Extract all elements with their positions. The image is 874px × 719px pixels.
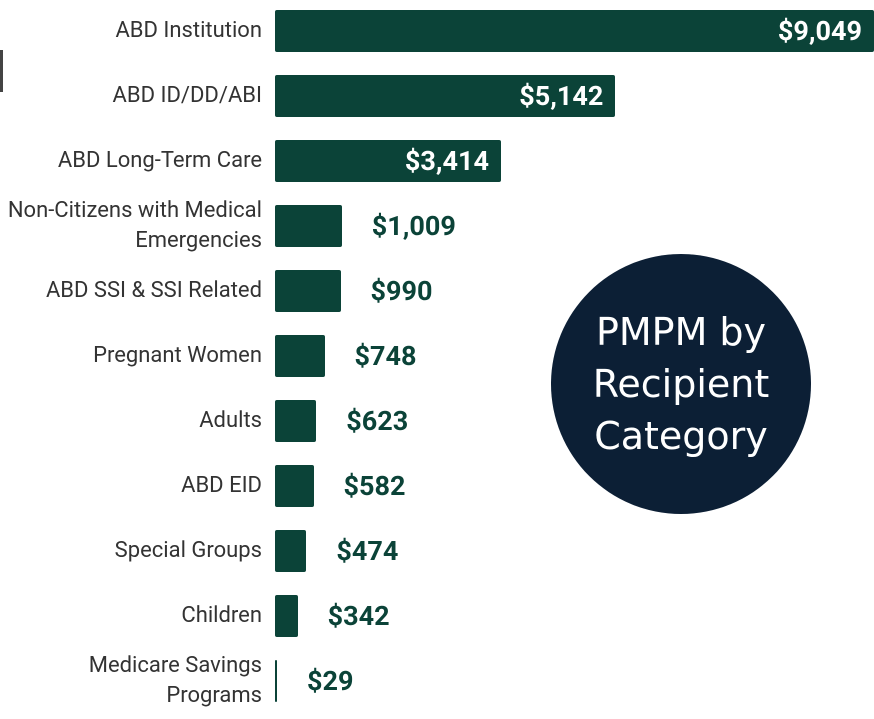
category-label: Pregnant Women bbox=[93, 343, 262, 368]
bar bbox=[275, 335, 325, 377]
bar bbox=[275, 75, 616, 117]
category-label: Special Groups bbox=[114, 538, 262, 563]
value-label: $623 bbox=[346, 405, 409, 437]
category-label: ABD SSI & SSI Related bbox=[45, 278, 262, 303]
value-label: $990 bbox=[370, 275, 433, 307]
bar bbox=[275, 205, 342, 247]
category-label: Medicare Savings Programs bbox=[88, 653, 262, 708]
bar bbox=[275, 400, 317, 442]
category-label: Non-Citizens with Medical Emergencies bbox=[7, 198, 262, 253]
value-label: $5,142 bbox=[519, 80, 604, 112]
value-label: $1,009 bbox=[371, 210, 456, 242]
category-label: ABD EID bbox=[181, 473, 262, 498]
category-label: Adults bbox=[199, 408, 262, 433]
bar bbox=[275, 660, 277, 702]
bar bbox=[275, 10, 874, 52]
side-marker bbox=[0, 50, 3, 92]
category-label: ABD Long-Term Care bbox=[57, 148, 262, 173]
chart-title: PMPM by Recipient Category bbox=[592, 310, 770, 458]
value-label: $9,049 bbox=[777, 15, 862, 47]
value-label: $582 bbox=[343, 470, 406, 502]
category-label: Children bbox=[181, 603, 262, 628]
value-label: $29 bbox=[307, 665, 354, 697]
bar bbox=[275, 270, 341, 312]
value-label: $748 bbox=[354, 340, 417, 372]
title-badge: PMPM by Recipient Category bbox=[551, 254, 811, 514]
bar bbox=[275, 465, 314, 507]
bar bbox=[275, 530, 307, 572]
value-label: $3,414 bbox=[404, 145, 489, 177]
bar bbox=[275, 595, 298, 637]
category-label: ABD ID/DD/ABI bbox=[112, 83, 262, 108]
bar bbox=[275, 140, 501, 182]
category-label: ABD Institution bbox=[115, 18, 262, 43]
value-label: $474 bbox=[336, 535, 399, 567]
value-label: $342 bbox=[327, 600, 390, 632]
